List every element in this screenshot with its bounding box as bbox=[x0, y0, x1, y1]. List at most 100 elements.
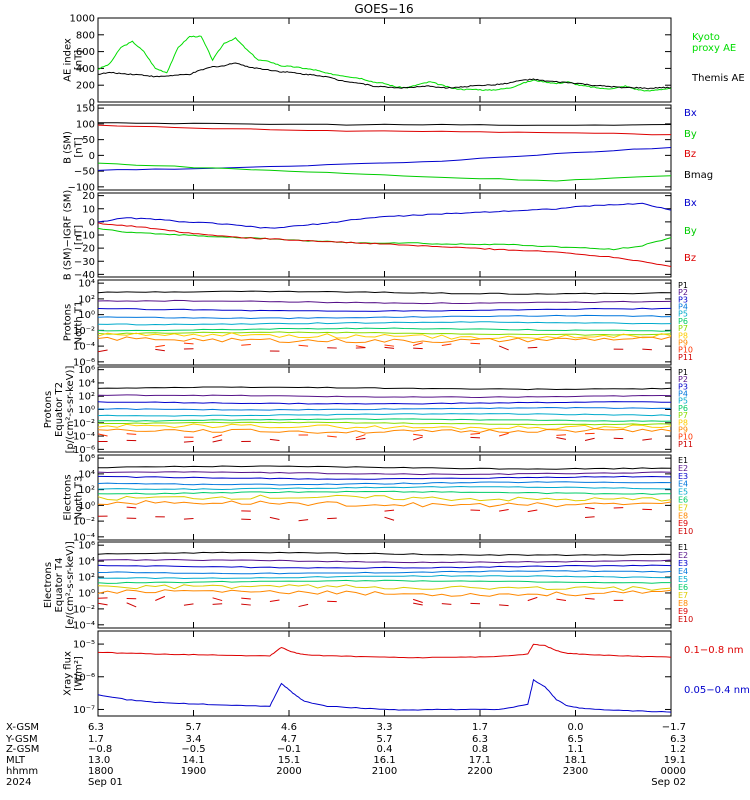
legend-entry: P4 bbox=[678, 390, 688, 399]
chart-title: GOES−16 bbox=[354, 2, 413, 16]
series-line-E1 bbox=[98, 465, 672, 470]
series-line-E6 bbox=[97, 579, 671, 584]
series-segment-E10 bbox=[183, 603, 194, 606]
series-segment-E9 bbox=[556, 598, 567, 601]
legend-entry: E9 bbox=[678, 607, 688, 616]
series-line-0.05−0.4-nm bbox=[97, 678, 672, 713]
y-tick-label: 10⁻⁵ bbox=[73, 640, 95, 651]
series-line-Bz bbox=[97, 124, 672, 136]
y-tick-label: −40 bbox=[74, 270, 95, 281]
y-tick-label: 50 bbox=[82, 135, 95, 146]
y-axis-label: [p/(cm²-s-sr-keV)] bbox=[65, 366, 76, 454]
series-line-Kyoto-proxy-AE bbox=[97, 35, 672, 92]
orbit-value: 18.1 bbox=[564, 755, 586, 766]
y-tick-label: 10⁰ bbox=[78, 405, 95, 416]
y-tick-label: 10⁶ bbox=[78, 541, 95, 552]
legend-entry: E1 bbox=[678, 456, 688, 465]
series-segment-E10 bbox=[183, 518, 194, 520]
series-line-P4 bbox=[97, 314, 672, 320]
series-segment-E10 bbox=[384, 516, 395, 521]
y-tick-label: 10⁻⁷ bbox=[73, 705, 95, 716]
legend-entry: E1 bbox=[678, 543, 688, 552]
series-line-P7 bbox=[97, 331, 672, 336]
series-line-E4 bbox=[97, 481, 672, 486]
y-tick-label: 10 bbox=[82, 204, 95, 215]
legend-entry: P1 bbox=[678, 368, 688, 377]
series-line-P2 bbox=[97, 299, 672, 305]
series-segment-P10 bbox=[97, 433, 108, 437]
series-segment-P11 bbox=[355, 437, 366, 441]
series-line-E1 bbox=[97, 551, 672, 557]
series-segment-P10 bbox=[212, 434, 223, 439]
y-tick-label: 10⁴ bbox=[78, 557, 95, 568]
legend-entry: P10 bbox=[678, 433, 693, 442]
series-segment-P10 bbox=[155, 344, 165, 348]
series-segment-E9 bbox=[527, 596, 538, 602]
series-segment-E9 bbox=[527, 509, 538, 513]
legend-entry: E9 bbox=[678, 519, 688, 528]
orbit-value: 1900 bbox=[181, 766, 206, 777]
y-tick-label: 10⁻⁴ bbox=[73, 342, 95, 353]
y-tick-label: 200 bbox=[76, 81, 95, 92]
orbit-value: 19.1 bbox=[664, 755, 686, 766]
series-line-Bz bbox=[97, 222, 672, 267]
legend-entry: P10 bbox=[678, 346, 693, 355]
series-line-E7 bbox=[97, 584, 672, 592]
series-line-P8 bbox=[97, 423, 672, 430]
y-tick-label: 10⁻⁴ bbox=[73, 620, 95, 631]
series-line-P1 bbox=[97, 386, 672, 391]
series-line-By bbox=[97, 227, 672, 251]
legend-entry: E6 bbox=[678, 496, 688, 505]
legend-entry: proxy AE bbox=[692, 43, 736, 54]
y-tick-label: 10⁻² bbox=[73, 326, 95, 337]
y-tick-label: 20 bbox=[82, 191, 95, 202]
y-axis-label: [e/(cm²-s-sr-keV)] bbox=[65, 541, 76, 629]
y-tick-label: 10⁻⁶ bbox=[73, 445, 95, 456]
series-segment-P11 bbox=[183, 440, 194, 443]
series-segment-P10 bbox=[441, 343, 452, 347]
series-line-P6 bbox=[97, 418, 672, 422]
legend-entry: E4 bbox=[678, 567, 688, 576]
legend-entry: P2 bbox=[678, 375, 688, 384]
y-axis-label: North T3 bbox=[74, 476, 85, 520]
y-axis-label: [nT] bbox=[74, 50, 85, 70]
series-segment-E9 bbox=[269, 599, 280, 603]
series-line-E5 bbox=[97, 574, 672, 580]
y-tick-label: 10⁴ bbox=[78, 469, 95, 480]
series-segment-E10 bbox=[441, 603, 452, 605]
legend-entry: E10 bbox=[678, 527, 693, 536]
orbit-row-label: X-GSM bbox=[6, 722, 39, 733]
series-segment-P11 bbox=[212, 439, 223, 443]
y-tick-label: 0 bbox=[89, 217, 95, 228]
series-segment-P11 bbox=[584, 437, 595, 442]
series-line-Themis-AE bbox=[97, 62, 672, 90]
series-line-P6 bbox=[97, 327, 672, 332]
orbit-value: 6.3 bbox=[88, 722, 104, 733]
series-segment-E10 bbox=[585, 516, 595, 519]
y-tick-label: 1000 bbox=[70, 14, 95, 25]
legend-entry: Bx bbox=[684, 108, 697, 119]
series-segment-E10 bbox=[241, 603, 251, 606]
legend-entry: P2 bbox=[678, 288, 688, 297]
legend-entry: E8 bbox=[678, 511, 688, 520]
legend-entry: P6 bbox=[678, 317, 688, 326]
legend-entry: P9 bbox=[678, 425, 688, 434]
legend-entry: E6 bbox=[678, 583, 688, 592]
legend-entry: P9 bbox=[678, 338, 688, 347]
series-segment-P11 bbox=[384, 346, 395, 349]
legend-entry: P5 bbox=[678, 397, 688, 406]
y-tick-label: 100 bbox=[76, 119, 95, 130]
orbit-value: −0.8 bbox=[88, 744, 112, 755]
series-line-P3 bbox=[97, 401, 672, 405]
orbit-value: 16.1 bbox=[373, 755, 395, 766]
legend-entry: Bz bbox=[684, 253, 696, 264]
series-segment-P10 bbox=[241, 343, 251, 346]
y-tick-label: 10⁶ bbox=[78, 454, 95, 465]
series-segment-E10 bbox=[298, 603, 309, 608]
orbit-value: Sep 02 bbox=[651, 777, 686, 788]
series-segment-E10 bbox=[298, 519, 309, 522]
orbit-value: 2000 bbox=[276, 766, 301, 777]
series-segment-P10 bbox=[355, 345, 366, 348]
